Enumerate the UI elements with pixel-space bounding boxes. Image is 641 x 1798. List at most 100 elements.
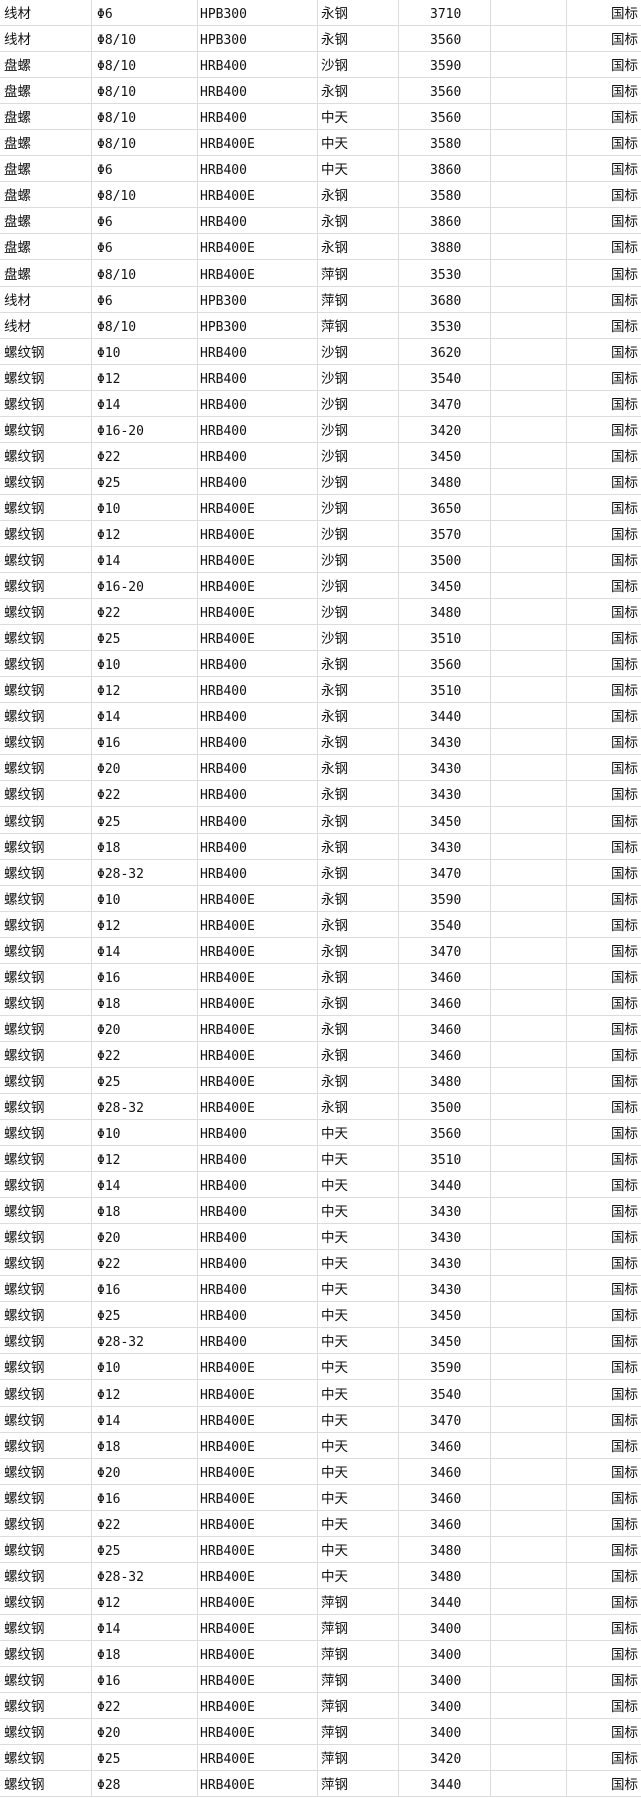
empty-cell[interactable]	[491, 52, 567, 78]
spec-cell[interactable]: Φ25	[92, 807, 198, 833]
price-cell[interactable]: 3510	[399, 677, 491, 703]
product-cell[interactable]: 螺纹钢	[0, 989, 92, 1015]
mill-cell[interactable]: 永钢	[318, 703, 399, 729]
grade-cell[interactable]: HRB400	[198, 156, 318, 182]
spec-cell[interactable]: Φ8/10	[92, 78, 198, 104]
product-cell[interactable]: 螺纹钢	[0, 1276, 92, 1302]
grade-cell[interactable]: HRB400E	[198, 1380, 318, 1406]
mill-cell[interactable]: 沙钢	[318, 416, 399, 442]
product-cell[interactable]: 螺纹钢	[0, 651, 92, 677]
grade-cell[interactable]: HRB400E	[198, 1458, 318, 1484]
empty-cell[interactable]	[491, 833, 567, 859]
grade-cell[interactable]: HRB400	[198, 859, 318, 885]
grade-cell[interactable]: HRB400	[198, 1120, 318, 1146]
product-cell[interactable]: 螺纹钢	[0, 1380, 92, 1406]
grade-cell[interactable]: HRB400	[198, 833, 318, 859]
price-cell[interactable]: 3860	[399, 156, 491, 182]
empty-cell[interactable]	[491, 1224, 567, 1250]
spec-cell[interactable]: Φ10	[92, 338, 198, 364]
product-cell[interactable]: 螺纹钢	[0, 416, 92, 442]
mill-cell[interactable]: 萍钢	[318, 312, 399, 338]
spec-cell[interactable]: Φ18	[92, 989, 198, 1015]
price-cell[interactable]: 3560	[399, 78, 491, 104]
mill-cell[interactable]: 永钢	[318, 208, 399, 234]
mill-cell[interactable]: 沙钢	[318, 338, 399, 364]
mill-cell[interactable]: 永钢	[318, 859, 399, 885]
mill-cell[interactable]: 中天	[318, 1536, 399, 1562]
grade-cell[interactable]: HRB400E	[198, 1510, 318, 1536]
empty-cell[interactable]	[491, 1146, 567, 1172]
empty-cell[interactable]	[491, 1640, 567, 1666]
empty-cell[interactable]	[491, 1667, 567, 1693]
standard-cell[interactable]: 国标	[611, 1100, 638, 1117]
spec-cell[interactable]: Φ16	[92, 729, 198, 755]
product-cell[interactable]: 螺纹钢	[0, 573, 92, 599]
grade-cell[interactable]: HRB400E	[198, 1093, 318, 1120]
price-cell[interactable]: 3710	[399, 0, 491, 26]
standard-cell[interactable]: 国标	[611, 396, 638, 413]
price-cell[interactable]: 3430	[399, 1224, 491, 1250]
product-cell[interactable]: 线材	[0, 26, 92, 52]
mill-cell[interactable]: 中天	[318, 1224, 399, 1250]
price-cell[interactable]: 3420	[399, 1745, 491, 1771]
product-cell[interactable]: 螺纹钢	[0, 1432, 92, 1458]
standard-cell[interactable]: 国标	[611, 1360, 638, 1377]
price-cell[interactable]: 3470	[399, 937, 491, 963]
price-cell[interactable]: 3450	[399, 573, 491, 599]
standard-cell[interactable]: 国标	[611, 1282, 638, 1299]
price-cell[interactable]: 3450	[399, 442, 491, 468]
product-cell[interactable]: 螺纹钢	[0, 807, 92, 833]
empty-cell[interactable]	[491, 1745, 567, 1771]
product-cell[interactable]: 螺纹钢	[0, 781, 92, 807]
price-cell[interactable]: 3590	[399, 885, 491, 911]
spec-cell[interactable]: Φ22	[92, 442, 198, 468]
standard-cell[interactable]: 国标	[611, 1751, 638, 1768]
standard-cell[interactable]: 国标	[611, 1699, 638, 1716]
price-cell[interactable]: 3470	[399, 390, 491, 416]
price-cell[interactable]: 3430	[399, 833, 491, 859]
mill-cell[interactable]: 萍钢	[318, 1667, 399, 1693]
empty-cell[interactable]	[491, 208, 567, 234]
standard-cell[interactable]: 国标	[611, 1073, 638, 1090]
mill-cell[interactable]: 萍钢	[318, 1745, 399, 1771]
price-cell[interactable]: 3430	[399, 755, 491, 781]
spec-cell[interactable]: Φ14	[92, 937, 198, 963]
empty-cell[interactable]	[491, 859, 567, 885]
price-cell[interactable]: 3480	[399, 468, 491, 494]
price-cell[interactable]: 3460	[399, 1458, 491, 1484]
product-cell[interactable]: 螺纹钢	[0, 468, 92, 494]
mill-cell[interactable]: 萍钢	[318, 1693, 399, 1719]
spec-cell[interactable]: Φ14	[92, 546, 198, 573]
price-cell[interactable]: 3510	[399, 1146, 491, 1172]
empty-cell[interactable]	[491, 312, 567, 338]
spec-cell[interactable]: Φ14	[92, 1614, 198, 1640]
empty-cell[interactable]	[491, 1588, 567, 1614]
empty-cell[interactable]	[491, 963, 567, 989]
standard-cell[interactable]: 国标	[611, 240, 638, 257]
price-cell[interactable]: 3540	[399, 911, 491, 937]
product-cell[interactable]: 螺纹钢	[0, 1120, 92, 1146]
product-cell[interactable]: 螺纹钢	[0, 1067, 92, 1093]
spec-cell[interactable]: Φ8/10	[92, 130, 198, 156]
product-cell[interactable]: 螺纹钢	[0, 390, 92, 416]
price-cell[interactable]: 3460	[399, 1432, 491, 1458]
product-cell[interactable]: 螺纹钢	[0, 729, 92, 755]
grade-cell[interactable]: HRB400E	[198, 1015, 318, 1041]
price-cell[interactable]: 3400	[399, 1693, 491, 1719]
spec-cell[interactable]: Φ10	[92, 651, 198, 677]
standard-cell[interactable]: 国标	[611, 162, 638, 179]
empty-cell[interactable]	[491, 130, 567, 156]
spec-cell[interactable]: Φ12	[92, 911, 198, 937]
spec-cell[interactable]: Φ16-20	[92, 573, 198, 599]
empty-cell[interactable]	[491, 703, 567, 729]
standard-cell[interactable]: 国标	[611, 943, 638, 960]
price-cell[interactable]: 3440	[399, 1771, 491, 1797]
price-cell[interactable]: 3400	[399, 1640, 491, 1666]
empty-cell[interactable]	[491, 416, 567, 442]
product-cell[interactable]: 螺纹钢	[0, 338, 92, 364]
standard-cell[interactable]: 国标	[611, 1777, 638, 1794]
spec-cell[interactable]: Φ22	[92, 599, 198, 625]
empty-cell[interactable]	[491, 1406, 567, 1432]
grade-cell[interactable]: HRB400E	[198, 1067, 318, 1093]
spec-cell[interactable]: Φ16	[92, 963, 198, 989]
